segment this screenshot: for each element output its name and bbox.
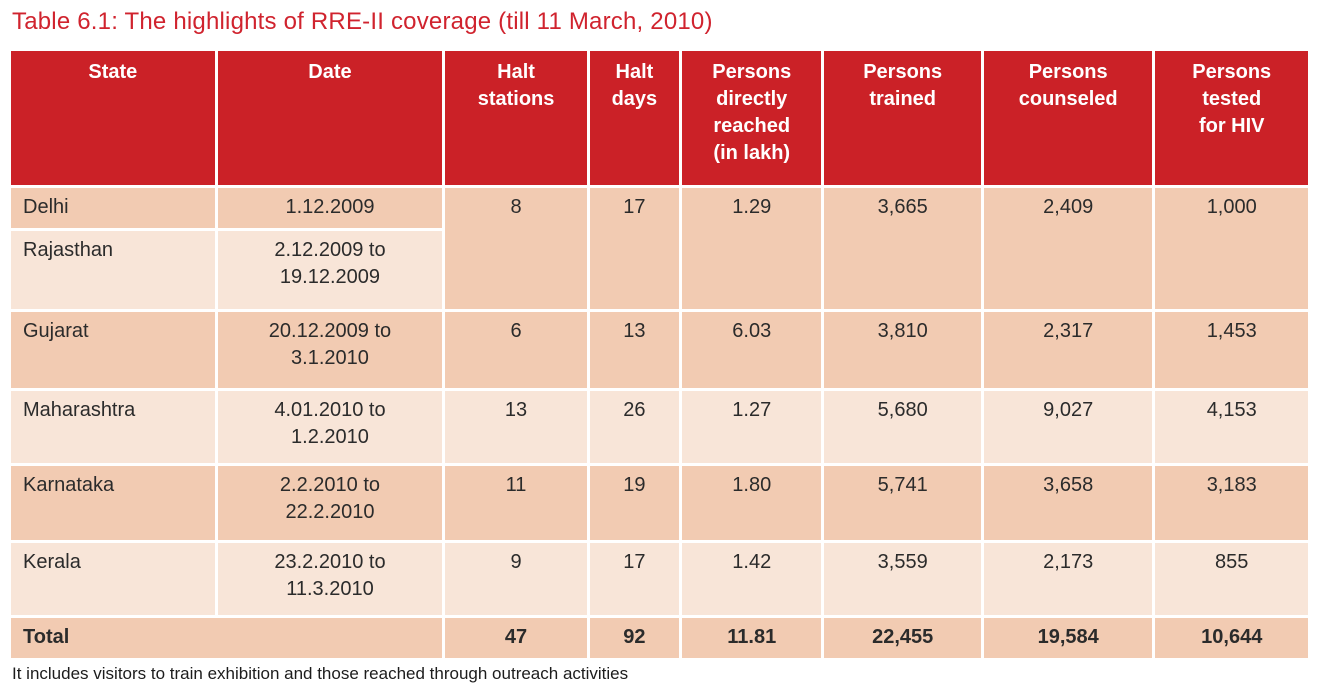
cell-date: 4.01.2010 to 1.2.2010 xyxy=(217,391,443,463)
table-row-maharashtra: Maharashtra 4.01.2010 to 1.2.2010 13 26 1.27… xyxy=(11,391,1308,463)
cell-total-halt_days: 92 xyxy=(589,618,680,658)
cell-state: Gujarat xyxy=(11,312,215,388)
cell-date: 2.12.2009 to 19.12.2009 xyxy=(217,231,443,309)
cell-total-persons_trained: 22,455 xyxy=(824,618,981,658)
cell-persons_directly_reached: 1.80 xyxy=(682,466,822,540)
cell-persons_trained: 3,559 xyxy=(824,543,981,615)
col-header-persons_directly_reached: Persons directly reached (in lakh) xyxy=(682,51,822,185)
cell-state: Maharashtra xyxy=(11,391,215,463)
cell-halt_days: 13 xyxy=(589,312,680,388)
cell-total-persons_counseled: 19,584 xyxy=(983,618,1153,658)
cell-persons_tested_hiv: 855 xyxy=(1155,543,1308,615)
cell-total-label: Total xyxy=(11,618,443,658)
cell-persons_counseled: 2,317 xyxy=(983,312,1153,388)
cell-halt_stations: 6 xyxy=(445,312,587,388)
col-header-halt_stations: Halt stations xyxy=(445,51,587,185)
cell-persons_trained: 5,680 xyxy=(824,391,981,463)
cell-state: Karnataka xyxy=(11,466,215,540)
cell-total-halt_stations: 47 xyxy=(445,618,587,658)
table-row-rajasthan: Rajasthan 2.12.2009 to 19.12.2009 xyxy=(11,231,1308,309)
cell-date: 1.12.2009 xyxy=(217,188,443,228)
cell-halt_stations: 8 xyxy=(445,188,587,309)
cell-persons_directly_reached: 1.42 xyxy=(682,543,822,615)
rre-coverage-table: State Date Halt stations Halt days Persons d… xyxy=(8,48,1311,661)
col-header-state: State xyxy=(11,51,215,185)
table-row-gujarat: Gujarat 20.12.2009 to 3.1.2010 6 13 6.03 3,81… xyxy=(11,312,1308,388)
table-row-kerala: Kerala 23.2.2010 to 11.3.2010 9 17 1.42 3,559… xyxy=(11,543,1308,615)
cell-persons_trained: 5,741 xyxy=(824,466,981,540)
cell-persons_directly_reached: 6.03 xyxy=(682,312,822,388)
cell-date: 2.2.2010 to 22.2.2010 xyxy=(217,466,443,540)
cell-halt_days: 26 xyxy=(589,391,680,463)
cell-total-persons_directly_reached: 11.81 xyxy=(682,618,822,658)
table-header-row: State Date Halt stations Halt days Persons d… xyxy=(11,51,1308,185)
table-row-karnataka: Karnataka 2.2.2010 to 22.2.2010 11 19 1.80 5,… xyxy=(11,466,1308,540)
cell-persons_counseled: 2,173 xyxy=(983,543,1153,615)
cell-halt_stations: 9 xyxy=(445,543,587,615)
table-row-total: Total 47 92 11.81 22,455 19,584 10,644 xyxy=(11,618,1308,658)
cell-persons_counseled: 2,409 xyxy=(983,188,1153,309)
cell-state: Rajasthan xyxy=(11,231,215,309)
cell-persons_directly_reached: 1.29 xyxy=(682,188,822,309)
cell-halt_days: 17 xyxy=(589,188,680,309)
col-header-date: Date xyxy=(217,51,443,185)
cell-state: Kerala xyxy=(11,543,215,615)
cell-persons_counseled: 3,658 xyxy=(983,466,1153,540)
table-footnote: It includes visitors to train exhibition… xyxy=(12,664,629,683)
cell-persons_tested_hiv: 1,453 xyxy=(1155,312,1308,388)
cell-persons_tested_hiv: 4,153 xyxy=(1155,391,1308,463)
col-header-persons_counseled: Persons counseled xyxy=(983,51,1153,185)
cell-total-persons_tested_hiv: 10,644 xyxy=(1155,618,1308,658)
cell-persons_tested_hiv: 3,183 xyxy=(1155,466,1308,540)
table-row-delhi: Delhi 1.12.2009 8 17 1.29 3,665 2,409 1,000 xyxy=(11,188,1308,309)
cell-halt_days: 17 xyxy=(589,543,680,615)
cell-persons_counseled: 9,027 xyxy=(983,391,1153,463)
cell-halt_stations: 11 xyxy=(445,466,587,540)
cell-date: 23.2.2010 to 11.3.2010 xyxy=(217,543,443,615)
cell-persons_directly_reached: 1.27 xyxy=(682,391,822,463)
table-title: Table 6.1: The highlights of RRE-II cove… xyxy=(12,8,713,35)
cell-halt_days: 19 xyxy=(589,466,680,540)
cell-halt_stations: 13 xyxy=(445,391,587,463)
cell-persons_tested_hiv: 1,000 xyxy=(1155,188,1308,309)
cell-state: Delhi xyxy=(11,188,215,228)
cell-persons_trained: 3,665 xyxy=(824,188,981,309)
col-header-halt_days: Halt days xyxy=(589,51,680,185)
col-header-persons_trained: Persons trained xyxy=(824,51,981,185)
col-header-persons_tested_hiv: Persons tested for HIV xyxy=(1155,51,1308,185)
cell-persons_trained: 3,810 xyxy=(824,312,981,388)
cell-date: 20.12.2009 to 3.1.2010 xyxy=(217,312,443,388)
